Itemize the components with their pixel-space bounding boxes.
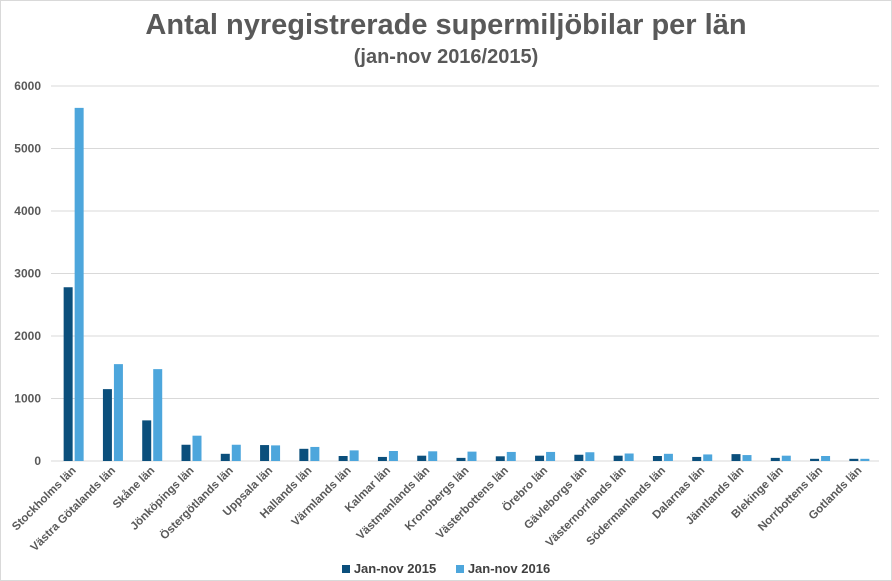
bar-2016 bbox=[113, 364, 123, 461]
bar-2015 bbox=[849, 458, 859, 461]
x-tick-label: Östergötlands län bbox=[158, 464, 236, 542]
bar-2015 bbox=[338, 456, 348, 461]
bar-2015 bbox=[535, 455, 545, 461]
bar-2015 bbox=[456, 457, 466, 461]
y-tick-label: 3000 bbox=[14, 267, 41, 281]
chart-title: Antal nyregistrerade supermiljöbilar per… bbox=[145, 9, 747, 41]
y-tick-label: 2000 bbox=[14, 329, 41, 343]
bar-2015 bbox=[692, 456, 702, 461]
y-tick-label: 4000 bbox=[14, 204, 41, 218]
bar-2015 bbox=[652, 456, 662, 461]
bar-2015 bbox=[63, 287, 73, 461]
bar-2015 bbox=[299, 448, 309, 461]
legend-item-2016: Jan-nov 2016 bbox=[455, 561, 551, 576]
bar-2015 bbox=[181, 444, 191, 461]
bar-2015 bbox=[495, 456, 505, 461]
bar-2016 bbox=[546, 451, 556, 461]
bar-2016 bbox=[742, 455, 752, 461]
bar-2015 bbox=[142, 420, 152, 461]
legend-swatch bbox=[455, 565, 464, 573]
legend: Jan-nov 2015 Jan-nov 2016 bbox=[1, 561, 891, 576]
x-tick-label: Södermanlands län bbox=[585, 465, 669, 549]
legend-item-2015: Jan-nov 2015 bbox=[341, 561, 437, 576]
bar-2015 bbox=[102, 389, 112, 461]
bar-2016 bbox=[703, 454, 713, 461]
bar-2016 bbox=[781, 455, 791, 461]
bar-2015 bbox=[220, 453, 230, 461]
bar-2016 bbox=[310, 446, 320, 461]
bar-2016 bbox=[271, 445, 281, 461]
bar-2016 bbox=[231, 444, 241, 461]
x-tick-label: Stockholms län bbox=[10, 465, 79, 534]
bar-2016 bbox=[388, 451, 398, 461]
bar-2016 bbox=[860, 458, 870, 461]
y-tick-label: 6000 bbox=[14, 79, 41, 93]
bar-2016 bbox=[467, 451, 477, 461]
bar-2016 bbox=[74, 107, 84, 461]
bar-2015 bbox=[731, 454, 741, 461]
bar-2016 bbox=[349, 450, 359, 461]
x-tick-label: Västerbottens län bbox=[434, 465, 511, 542]
bar-2015 bbox=[574, 454, 584, 461]
legend-label: Jan-nov 2016 bbox=[467, 561, 551, 576]
bar-2016 bbox=[506, 451, 516, 461]
bar-2016 bbox=[624, 453, 634, 461]
y-tick-label: 0 bbox=[34, 454, 41, 468]
bar-2015 bbox=[260, 445, 270, 461]
bar-2015 bbox=[770, 457, 780, 461]
chart-subtitle: (jan-nov 2016/2015) bbox=[353, 46, 539, 68]
bar-2016 bbox=[821, 456, 831, 461]
bar-2015 bbox=[810, 458, 820, 461]
bar-2016 bbox=[585, 452, 595, 461]
bar-2016 bbox=[663, 453, 673, 461]
bar-2016 bbox=[192, 435, 202, 461]
y-tick-label: 5000 bbox=[14, 142, 41, 156]
bar-2015 bbox=[417, 455, 427, 461]
bar-2016 bbox=[153, 369, 163, 461]
legend-label: Jan-nov 2015 bbox=[353, 561, 437, 576]
legend-swatch bbox=[341, 565, 350, 573]
bar-2015 bbox=[377, 456, 387, 461]
x-tick-label: Västmanlands län bbox=[355, 465, 433, 543]
bar-2015 bbox=[613, 455, 623, 461]
bar-2016 bbox=[428, 451, 438, 461]
y-tick-label: 1000 bbox=[14, 392, 41, 406]
